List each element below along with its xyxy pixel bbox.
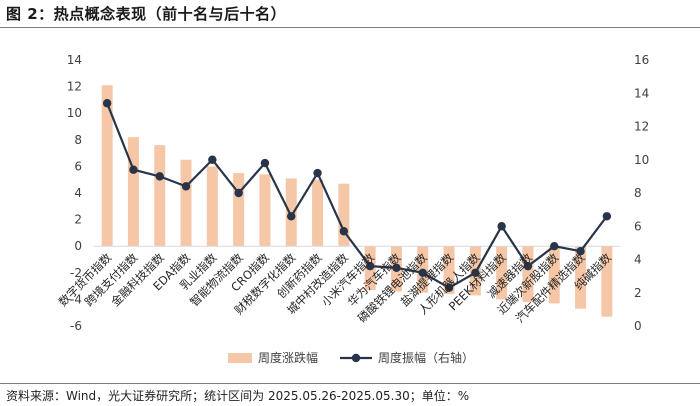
right-tick-label: 2 <box>634 286 642 300</box>
right-tick-label: 6 <box>634 219 642 233</box>
bar-weekly-change <box>601 246 613 317</box>
right-axis: 0 2 4 6 8 10 12 14 16 <box>634 53 649 333</box>
bar-weekly-change <box>575 246 587 309</box>
left-tick-label: 8 <box>74 133 82 147</box>
left-tick-label: 10 <box>67 106 82 120</box>
bar-weekly-change <box>443 246 455 295</box>
left-tick-label: -2 <box>70 266 82 280</box>
bar-weekly-change <box>259 174 271 247</box>
bar-weekly-change <box>127 137 139 247</box>
bar-weekly-change <box>154 145 166 247</box>
hot-concept-chart: -6 -4 -2 0 2 4 6 8 10 12 14 0 2 4 6 8 10 12 14 16 数字货币指数跨境… <box>56 53 650 365</box>
amplitude-point <box>339 227 349 236</box>
right-tick-label: 10 <box>634 153 649 167</box>
amplitude-point <box>602 212 612 221</box>
left-tick-label: -4 <box>70 292 82 306</box>
legend-bar-swatch <box>228 353 252 363</box>
amplitude-point <box>102 99 112 108</box>
bar-weekly-change <box>233 173 245 247</box>
bar-weekly-change <box>548 246 560 304</box>
amplitude-point <box>181 182 191 191</box>
page-title: 图 2：热点概念表现（前十名与后十名） <box>6 5 287 23</box>
legend-bar-label: 周度涨跌幅 <box>258 350 318 365</box>
left-axis: -6 -4 -2 0 2 4 6 8 10 12 14 <box>67 53 82 333</box>
right-tick-label: 4 <box>634 253 642 267</box>
amplitude-point <box>155 172 164 181</box>
bar-weekly-change <box>180 159 192 247</box>
left-tick-label: -6 <box>70 319 82 333</box>
amplitude-point <box>313 168 322 178</box>
bar-weekly-change <box>522 246 534 303</box>
left-tick-label: 14 <box>67 53 82 67</box>
left-tick-label: 2 <box>74 213 82 227</box>
right-tick-label: 14 <box>634 86 649 100</box>
amplitude-point <box>287 212 296 221</box>
amplitude-point <box>576 246 585 256</box>
right-tick-label: 0 <box>634 319 642 333</box>
bar-weekly-change <box>206 166 218 247</box>
amplitude-point <box>523 261 533 271</box>
bar-weekly-change <box>101 85 113 247</box>
legend-line-marker <box>351 353 361 363</box>
footer-rule <box>0 383 700 384</box>
bar-weekly-change <box>496 246 508 300</box>
legend-line-label: 周度振幅（右轴） <box>378 350 474 365</box>
amplitude-point <box>208 155 217 164</box>
line-series <box>102 99 612 292</box>
bar-weekly-change <box>312 179 324 247</box>
title-rule <box>0 27 700 28</box>
category-labels: 数字货币指数跨境支付指数金融科技指数EDA指数乳业指数智能物流指数CRO指数财税… <box>56 250 615 325</box>
amplitude-point <box>444 283 454 292</box>
left-tick-label: 12 <box>67 80 82 94</box>
amplitude-line <box>106 102 608 290</box>
amplitude-point <box>260 158 270 168</box>
amplitude-point <box>497 222 506 231</box>
left-tick-label: 6 <box>74 159 82 173</box>
amplitude-point <box>471 268 480 277</box>
amplitude-point <box>392 263 401 273</box>
amplitude-point <box>550 242 559 251</box>
amplitude-point <box>418 268 427 277</box>
left-tick-label: 0 <box>74 239 82 253</box>
right-tick-label: 16 <box>634 53 649 67</box>
legend: 周度涨跌幅 周度振幅（右轴） <box>228 350 474 365</box>
amplitude-point <box>129 165 138 174</box>
amplitude-point <box>234 188 243 198</box>
bar-weekly-change <box>338 183 350 247</box>
amplitude-point <box>365 261 375 271</box>
source-note: 资料来源：Wind，光大证券研究所；统计区间为 2025.05.26-2025.… <box>6 389 470 403</box>
left-tick-label: 4 <box>74 186 82 200</box>
right-tick-label: 12 <box>634 120 649 134</box>
right-tick-label: 8 <box>634 186 642 200</box>
